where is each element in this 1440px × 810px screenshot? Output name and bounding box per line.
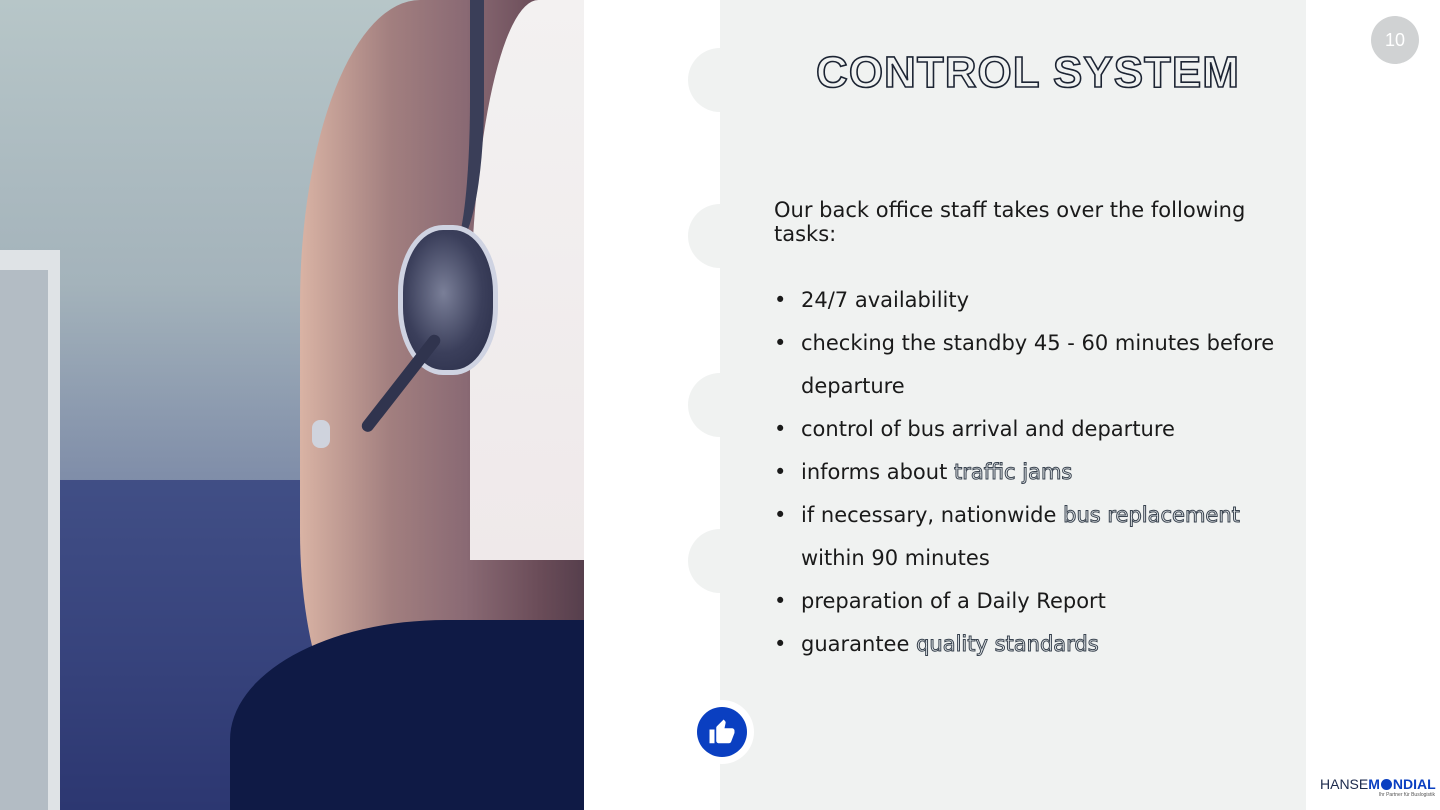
task-item: • checking the standby 45 - 60 minutes be… xyxy=(774,322,1294,408)
thumbs-up-glyph xyxy=(707,717,737,747)
task-text: if necessary, nationwide xyxy=(801,503,1063,527)
logo-tagline: Ihr Partner für Buslogistik xyxy=(1320,792,1435,798)
task-text: guarantee xyxy=(801,632,916,656)
headset-earcup xyxy=(398,225,498,375)
task-item: • control of bus arrival and departure xyxy=(774,408,1294,451)
task-highlight-text: bus replacement xyxy=(1063,503,1240,527)
logo-mondial: NDIAL xyxy=(1393,776,1436,792)
thumbs-up-icon xyxy=(697,707,747,757)
headset-mic-tip xyxy=(312,420,330,448)
task-item: • 24/7 availability xyxy=(774,279,1294,322)
task-highlight-text: quality standards xyxy=(916,632,1099,656)
bullet: • xyxy=(774,408,786,451)
bullet: • xyxy=(774,451,786,494)
bullet: • xyxy=(774,494,786,537)
bullet: • xyxy=(774,623,786,666)
task-text: checking the standby 45 - 60 minutes bef… xyxy=(801,331,1274,398)
task-list: • 24/7 availability • checking the standby … xyxy=(774,279,1294,666)
bullet: • xyxy=(774,322,786,365)
task-item: • preparation of a Daily Report xyxy=(774,580,1294,623)
globe-icon xyxy=(1381,779,1392,790)
company-logo: HANSEM NDIAL Ihr Partner für Buslogistik xyxy=(1320,776,1435,802)
monitor-screen-blur xyxy=(0,270,48,810)
task-item: • if necessary, nationwide bus replacemen… xyxy=(774,494,1294,580)
slide-title: CONTROL SYSTEM xyxy=(720,48,1336,98)
task-text: informs about xyxy=(801,460,954,484)
photo-headset-agent xyxy=(0,0,584,810)
task-highlight-text: traffic jams xyxy=(954,460,1072,484)
task-text: within 90 minutes xyxy=(801,546,990,570)
task-text: preparation of a Daily Report xyxy=(801,589,1106,613)
page-number-badge: 10 xyxy=(1371,16,1419,64)
task-text: 24/7 availability xyxy=(801,288,969,312)
logo-m: M xyxy=(1368,776,1380,792)
intro-text: Our back office staff takes over the fol… xyxy=(774,198,1294,246)
bullet: • xyxy=(774,279,786,322)
bullet: • xyxy=(774,580,786,623)
task-item: • informs about traffic jams xyxy=(774,451,1294,494)
logo-hanse: HANSE xyxy=(1320,776,1368,792)
task-text: control of bus arrival and departure xyxy=(801,417,1175,441)
task-item: • guarantee quality standards xyxy=(774,623,1294,666)
